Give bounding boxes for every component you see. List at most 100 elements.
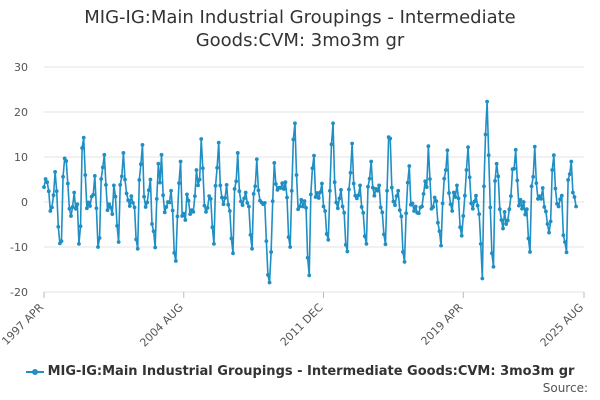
data-point[interactable] bbox=[235, 151, 240, 155]
data-point[interactable] bbox=[480, 276, 485, 281]
data-point[interactable] bbox=[205, 205, 210, 210]
data-point[interactable] bbox=[43, 177, 48, 181]
data-point[interactable] bbox=[237, 189, 242, 194]
data-point[interactable] bbox=[567, 172, 572, 177]
data-point[interactable] bbox=[159, 152, 164, 157]
data-point[interactable] bbox=[173, 259, 178, 263]
data-point[interactable] bbox=[350, 141, 355, 146]
data-point[interactable] bbox=[316, 196, 321, 200]
data-point[interactable] bbox=[475, 203, 480, 208]
data-point[interactable] bbox=[548, 219, 553, 224]
data-point[interactable] bbox=[364, 241, 369, 246]
data-point[interactable] bbox=[455, 183, 459, 188]
data-point[interactable] bbox=[267, 280, 272, 285]
data-point[interactable] bbox=[131, 201, 135, 205]
data-point[interactable] bbox=[226, 202, 231, 207]
data-point[interactable] bbox=[245, 201, 250, 205]
data-point[interactable] bbox=[305, 255, 310, 260]
data-point[interactable] bbox=[513, 147, 518, 152]
data-point[interactable] bbox=[380, 210, 385, 215]
data-point[interactable] bbox=[550, 168, 555, 172]
data-point[interactable] bbox=[478, 241, 483, 246]
data-point[interactable] bbox=[393, 203, 397, 208]
data-point[interactable] bbox=[232, 187, 237, 191]
data-point[interactable] bbox=[202, 203, 207, 208]
data-point[interactable] bbox=[264, 239, 269, 244]
data-point[interactable] bbox=[507, 207, 512, 212]
data-point[interactable] bbox=[458, 225, 463, 230]
data-point[interactable] bbox=[416, 211, 421, 216]
data-point[interactable] bbox=[488, 205, 493, 210]
data-point[interactable] bbox=[229, 236, 234, 241]
data-point[interactable] bbox=[304, 205, 308, 210]
data-point[interactable] bbox=[423, 179, 428, 184]
data-point[interactable] bbox=[64, 159, 69, 163]
data-point[interactable] bbox=[345, 249, 350, 254]
data-point[interactable] bbox=[223, 196, 227, 200]
data-point[interactable] bbox=[461, 214, 466, 218]
data-point[interactable] bbox=[466, 145, 470, 150]
data-point[interactable] bbox=[84, 206, 89, 211]
data-point[interactable] bbox=[523, 212, 528, 217]
data-point[interactable] bbox=[113, 194, 118, 199]
data-point[interactable] bbox=[102, 152, 107, 157]
data-point[interactable] bbox=[542, 205, 547, 209]
data-point[interactable] bbox=[154, 196, 159, 201]
data-point[interactable] bbox=[308, 192, 313, 197]
data-point[interactable] bbox=[367, 176, 372, 181]
data-point[interactable] bbox=[372, 193, 377, 198]
data-point[interactable] bbox=[181, 211, 186, 216]
data-point[interactable] bbox=[50, 205, 54, 210]
data-point[interactable] bbox=[342, 210, 347, 215]
data-point[interactable] bbox=[61, 174, 65, 179]
data-point[interactable] bbox=[369, 159, 374, 164]
data-point[interactable] bbox=[516, 203, 521, 208]
data-point[interactable] bbox=[459, 233, 464, 238]
data-point[interactable] bbox=[213, 183, 218, 188]
legend[interactable]: MIG-IG:Main Industrial Groupings - Inter… bbox=[0, 364, 600, 379]
data-point[interactable] bbox=[564, 250, 569, 255]
data-point[interactable] bbox=[509, 194, 513, 199]
data-point[interactable] bbox=[167, 200, 172, 205]
data-point[interactable] bbox=[54, 189, 59, 194]
data-point[interactable] bbox=[161, 193, 166, 198]
data-point[interactable] bbox=[397, 208, 402, 213]
data-point[interactable] bbox=[65, 181, 70, 186]
data-point[interactable] bbox=[388, 136, 393, 141]
data-point[interactable] bbox=[151, 229, 156, 234]
data-point[interactable] bbox=[186, 198, 191, 203]
data-point[interactable] bbox=[340, 204, 345, 209]
data-point[interactable] bbox=[347, 187, 351, 192]
data-point[interactable] bbox=[435, 220, 440, 225]
data-point[interactable] bbox=[524, 207, 529, 212]
data-point[interactable] bbox=[453, 195, 458, 199]
data-point[interactable] bbox=[399, 214, 404, 219]
data-point[interactable] bbox=[254, 157, 259, 162]
data-point[interactable] bbox=[69, 214, 73, 218]
data-point[interactable] bbox=[456, 196, 461, 201]
data-point[interactable] bbox=[145, 200, 150, 205]
data-point[interactable] bbox=[104, 183, 108, 187]
data-point[interactable] bbox=[107, 202, 112, 207]
data-point[interactable] bbox=[547, 230, 551, 235]
data-point[interactable] bbox=[197, 177, 202, 182]
data-point[interactable] bbox=[188, 212, 193, 217]
data-point[interactable] bbox=[497, 207, 502, 212]
data-point[interactable] bbox=[426, 144, 431, 149]
data-point[interactable] bbox=[97, 236, 102, 240]
data-point[interactable] bbox=[312, 153, 316, 158]
data-point[interactable] bbox=[138, 162, 143, 167]
data-point[interactable] bbox=[394, 194, 399, 199]
data-point[interactable] bbox=[335, 206, 340, 211]
data-point[interactable] bbox=[494, 161, 499, 166]
data-point[interactable] bbox=[431, 205, 436, 209]
data-point[interactable] bbox=[331, 121, 335, 126]
data-point[interactable] bbox=[231, 251, 235, 256]
data-point[interactable] bbox=[48, 209, 53, 213]
data-point[interactable] bbox=[343, 242, 348, 247]
data-point[interactable] bbox=[200, 166, 205, 171]
data-point[interactable] bbox=[356, 193, 361, 198]
data-point[interactable] bbox=[561, 233, 566, 238]
data-point[interactable] bbox=[110, 212, 115, 217]
data-point[interactable] bbox=[472, 199, 477, 204]
